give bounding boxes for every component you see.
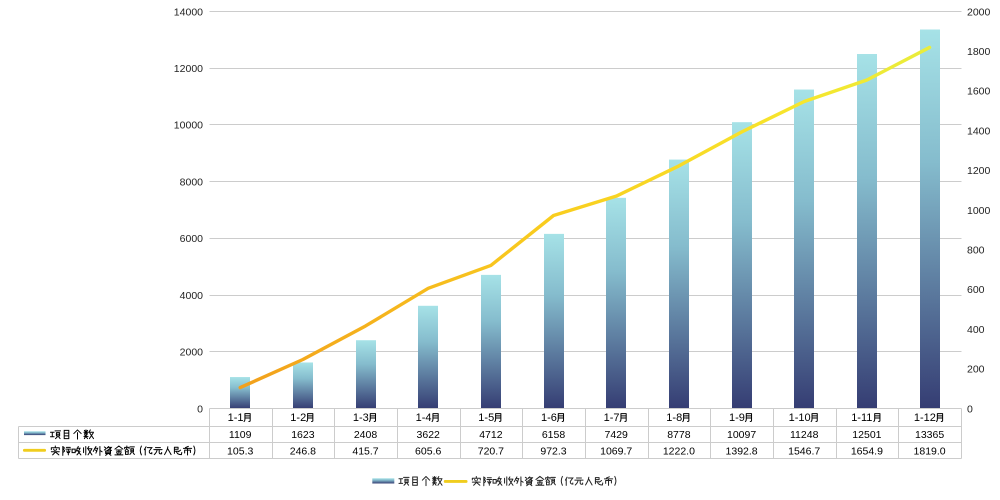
svg-text:1400: 1400 [967,125,991,137]
svg-text:105.3: 105.3 [227,445,253,457]
svg-text:2000: 2000 [967,6,991,18]
svg-text:1546.7: 1546.7 [788,445,820,457]
svg-text:10097: 10097 [727,429,756,441]
svg-text:1109: 1109 [229,429,252,441]
svg-text:1069.7: 1069.7 [600,445,632,457]
svg-text:1819.0: 1819.0 [914,445,946,457]
svg-text:12501: 12501 [852,429,881,441]
svg-text:1-5: 1-5 [478,412,494,424]
svg-text:2000: 2000 [180,347,204,359]
svg-text:1-11: 1-11 [851,412,872,424]
svg-text:3622: 3622 [417,429,441,441]
svg-text:12000: 12000 [174,63,203,75]
svg-text:4000: 4000 [180,290,204,302]
svg-text:1623: 1623 [291,429,315,441]
svg-text:972.3: 972.3 [540,445,566,457]
svg-text:1654.9: 1654.9 [851,445,883,457]
svg-text:1-9: 1-9 [729,412,745,424]
svg-text:1-6: 1-6 [541,412,557,424]
svg-text:1800: 1800 [967,46,991,58]
svg-text:0: 0 [197,403,203,415]
svg-text:11248: 11248 [790,429,819,441]
svg-text:8000: 8000 [180,176,204,188]
svg-text:13365: 13365 [915,429,944,441]
svg-text:1222.0: 1222.0 [663,445,695,457]
svg-text:4712: 4712 [479,429,503,441]
svg-text:1200: 1200 [967,165,991,177]
svg-text:800: 800 [967,245,985,257]
svg-text:8778: 8778 [667,429,691,441]
svg-text:720.7: 720.7 [478,445,504,457]
svg-text:14000: 14000 [174,6,203,18]
svg-text:0: 0 [967,403,973,415]
svg-text:400: 400 [967,324,985,336]
svg-text:1-10: 1-10 [789,412,811,424]
svg-text:200: 200 [967,364,985,376]
svg-text:7429: 7429 [605,429,629,441]
svg-text:1000: 1000 [967,205,991,217]
svg-text:246.8: 246.8 [290,445,316,457]
svg-text:1600: 1600 [967,86,991,98]
svg-text:1-1: 1-1 [228,412,244,424]
svg-text:10000: 10000 [174,120,203,132]
svg-text:415.7: 415.7 [352,445,378,457]
svg-text:1-7: 1-7 [604,412,620,424]
svg-text:600: 600 [967,284,985,296]
svg-text:605.6: 605.6 [415,445,441,457]
svg-text:1-12: 1-12 [914,412,936,424]
svg-text:2408: 2408 [354,429,378,441]
svg-text:1-3: 1-3 [353,412,369,424]
svg-text:1392.8: 1392.8 [726,445,758,457]
svg-text:1-4: 1-4 [416,412,432,424]
svg-text:6158: 6158 [542,429,566,441]
svg-text:6000: 6000 [180,233,204,245]
svg-text:1-2: 1-2 [290,412,306,424]
svg-text:1-8: 1-8 [666,412,682,424]
